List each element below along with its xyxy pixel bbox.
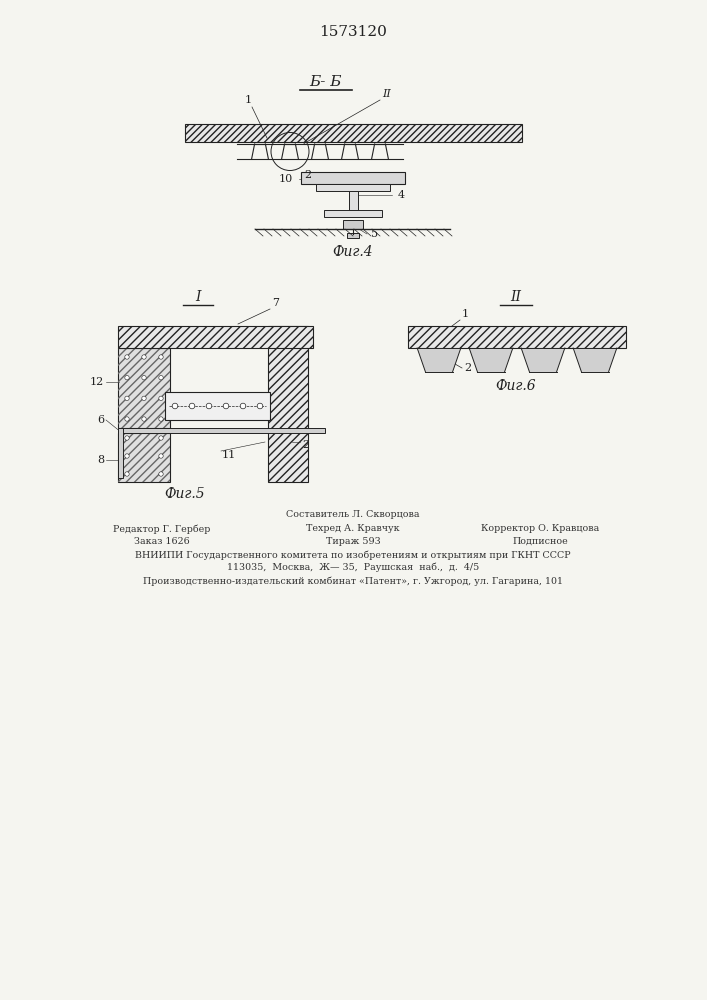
Text: Подписное: Подписное xyxy=(512,537,568,546)
Bar xyxy=(408,326,626,348)
Text: 5: 5 xyxy=(371,229,378,239)
Text: 1: 1 xyxy=(462,309,469,319)
Circle shape xyxy=(159,417,163,421)
Circle shape xyxy=(173,403,177,409)
Circle shape xyxy=(125,396,129,401)
Bar xyxy=(118,433,170,482)
Circle shape xyxy=(206,403,212,409)
Bar xyxy=(268,326,308,482)
Circle shape xyxy=(189,403,195,409)
Text: Тираж 593: Тираж 593 xyxy=(326,537,380,546)
Bar xyxy=(343,220,363,229)
Text: 12: 12 xyxy=(90,377,104,387)
Bar xyxy=(118,326,313,348)
Circle shape xyxy=(125,417,129,421)
Text: II: II xyxy=(510,290,522,304)
Bar xyxy=(118,348,170,428)
Text: 7: 7 xyxy=(272,298,279,308)
Circle shape xyxy=(125,454,129,458)
Text: 2: 2 xyxy=(464,363,471,373)
Circle shape xyxy=(240,403,246,409)
Circle shape xyxy=(125,355,129,359)
Text: Техред А. Кравчук: Техред А. Кравчук xyxy=(306,524,400,533)
Text: Составитель Л. Скворцова: Составитель Л. Скворцова xyxy=(286,510,420,519)
Circle shape xyxy=(125,472,129,476)
Circle shape xyxy=(142,396,146,401)
Circle shape xyxy=(159,355,163,359)
Circle shape xyxy=(159,454,163,458)
Bar xyxy=(268,326,308,482)
Bar xyxy=(316,184,390,191)
Text: 1573120: 1573120 xyxy=(319,25,387,39)
Circle shape xyxy=(142,375,146,380)
Bar xyxy=(165,392,270,420)
Text: 113035,  Москва,  Ж— 35,  Раушская  наб.,  д.  4/5: 113035, Москва, Ж— 35, Раушская наб., д.… xyxy=(227,563,479,572)
Text: Производственно-издательский комбинат «Патент», г. Ужгород, ул. Гагарина, 101: Производственно-издательский комбинат «П… xyxy=(143,576,563,585)
Text: 11: 11 xyxy=(222,450,236,460)
Text: 8: 8 xyxy=(97,455,104,465)
Text: ВНИИПИ Государственного комитета по изобретениям и открытиям при ГКНТ СССР: ВНИИПИ Государственного комитета по изоб… xyxy=(135,550,571,560)
Bar xyxy=(185,124,522,142)
Text: Корректор О. Кравцова: Корректор О. Кравцова xyxy=(481,524,599,533)
Text: Б- Б: Б- Б xyxy=(309,75,341,89)
Circle shape xyxy=(159,472,163,476)
Bar xyxy=(347,233,359,238)
Circle shape xyxy=(125,436,129,440)
Polygon shape xyxy=(417,348,461,372)
Bar xyxy=(324,210,382,217)
Circle shape xyxy=(125,375,129,380)
Circle shape xyxy=(159,396,163,401)
Bar xyxy=(408,326,626,348)
Circle shape xyxy=(257,403,263,409)
Text: 2: 2 xyxy=(304,170,311,180)
Bar xyxy=(118,433,170,482)
Bar xyxy=(118,348,170,428)
Circle shape xyxy=(159,436,163,440)
Bar xyxy=(118,428,325,433)
Circle shape xyxy=(142,355,146,359)
Text: 2: 2 xyxy=(302,440,309,450)
Bar xyxy=(301,172,405,184)
Bar xyxy=(118,428,123,478)
Circle shape xyxy=(159,375,163,380)
Polygon shape xyxy=(469,348,513,372)
Text: Фиг.6: Фиг.6 xyxy=(496,379,537,393)
Circle shape xyxy=(223,403,229,409)
Text: Фиг.4: Фиг.4 xyxy=(333,245,373,259)
Bar xyxy=(118,326,313,348)
Bar xyxy=(349,191,358,210)
Text: Редактор Г. Гербер: Редактор Г. Гербер xyxy=(113,524,211,534)
Bar xyxy=(185,124,522,142)
Text: Фиг.5: Фиг.5 xyxy=(165,487,205,501)
Text: 6: 6 xyxy=(97,415,104,425)
Text: 1: 1 xyxy=(245,95,252,105)
Circle shape xyxy=(142,417,146,421)
Polygon shape xyxy=(521,348,565,372)
Text: I: I xyxy=(195,290,201,304)
Text: 10: 10 xyxy=(279,174,293,184)
Text: Заказ 1626: Заказ 1626 xyxy=(134,537,190,546)
Text: II: II xyxy=(382,89,391,99)
Text: 4: 4 xyxy=(398,190,405,200)
Polygon shape xyxy=(573,348,617,372)
